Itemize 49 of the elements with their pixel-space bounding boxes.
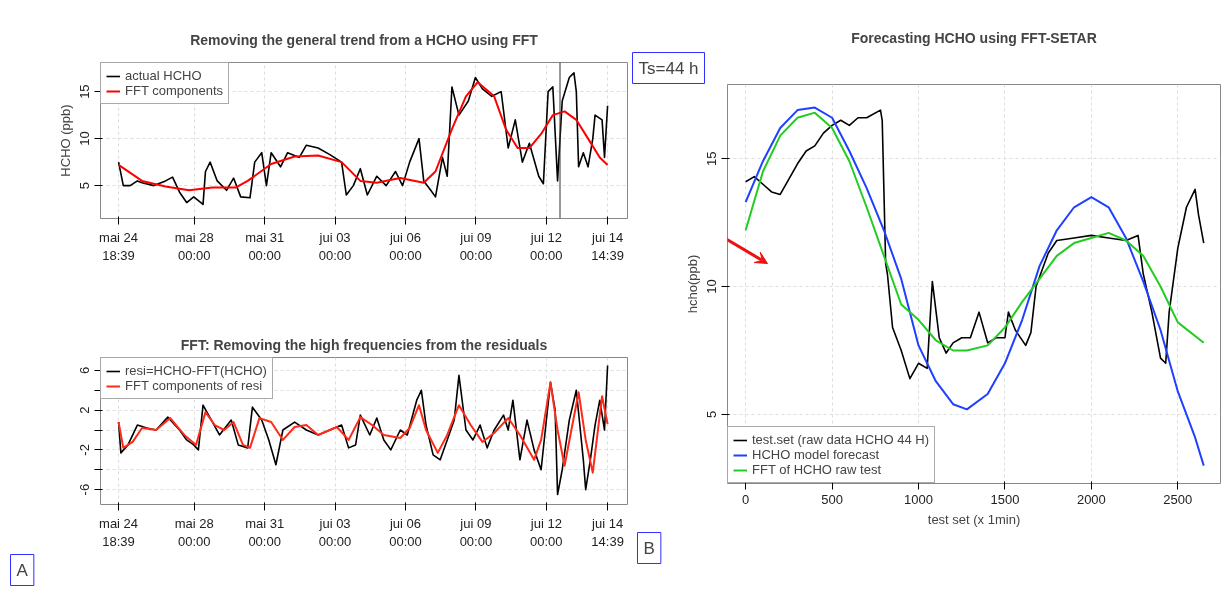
y-tick-label: 10 <box>77 131 93 146</box>
x-tick-label: mai 31 00:00 <box>245 229 285 263</box>
y-tick-label: 5 <box>704 410 720 419</box>
x-axis-title: test set (x 1min) <box>927 511 1021 527</box>
y-tick-label: 6 <box>77 366 93 375</box>
y-tick-label: 15 <box>704 151 720 166</box>
x-tick-label: jui 09 00:00 <box>459 229 493 263</box>
x-tick-label: jui 14 14:39 <box>591 515 624 549</box>
x-tick-label: 500 <box>821 491 843 507</box>
x-tick-label: 1500 <box>990 491 1020 507</box>
x-tick-label: jui 06 00:00 <box>388 229 422 263</box>
x-tick-label: jui 12 00:00 <box>529 229 563 263</box>
chart-title: Removing the general trend from a HCHO using FFT <box>190 31 539 48</box>
x-tick-label: 1000 <box>904 491 933 507</box>
legend-label: FFT components of resi <box>125 378 263 393</box>
x-tick-label: jui 12 00:00 <box>529 515 563 549</box>
x-tick-label: mai 28 00:00 <box>174 229 214 263</box>
y-tick-label: 2 <box>77 406 93 414</box>
text: Ts=44 h <box>638 58 699 78</box>
legend-label: resi=HCHO-FFT(HCHO) <box>125 363 267 378</box>
legend-label: test.set (raw data HCHO 44 H) <box>752 432 929 447</box>
x-tick-label: mai 24 18:39 <box>99 515 139 549</box>
legend-label: actual HCHO <box>125 68 202 83</box>
chart-title: Forecasting HCHO using FFT-SETAR <box>851 29 1097 46</box>
y-tick-label: 5 <box>77 181 93 190</box>
x-tick-label: mai 24 18:39 <box>99 229 139 263</box>
x-tick-label: jui 14 14:39 <box>591 229 624 263</box>
x-tick-label: 2000 <box>1076 491 1106 507</box>
y-axis-title: hcho(ppb) <box>684 254 700 314</box>
legend-label: HCHO model forecast <box>752 447 880 462</box>
legend-label: FFT of HCHO raw test <box>752 462 882 477</box>
x-tick-label: 0 <box>742 491 750 507</box>
x-tick-label: mai 28 00:00 <box>174 515 214 549</box>
x-tick-label: jui 03 00:00 <box>318 515 352 549</box>
chart-title: FFT: Removing the high frequencies from the residuals <box>180 336 548 353</box>
y-tick-label: -6 <box>77 483 93 496</box>
x-tick-label: jui 06 00:00 <box>388 515 422 549</box>
x-tick-label: jui 03 00:00 <box>318 229 352 263</box>
legend-label: FFT components <box>125 83 224 98</box>
x-tick-label: jui 09 00:00 <box>459 515 493 549</box>
line-series <box>744 106 1205 467</box>
y-tick-label: 10 <box>704 279 720 294</box>
y-tick-label: 15 <box>77 84 93 99</box>
text: B <box>643 538 655 558</box>
text: A <box>16 560 29 580</box>
y-axis-title: HCHO (ppb) <box>57 104 73 177</box>
y-tick-label: -2 <box>77 444 93 456</box>
x-tick-label: 2500 <box>1163 491 1193 507</box>
x-tick-label: mai 31 00:00 <box>245 515 285 549</box>
